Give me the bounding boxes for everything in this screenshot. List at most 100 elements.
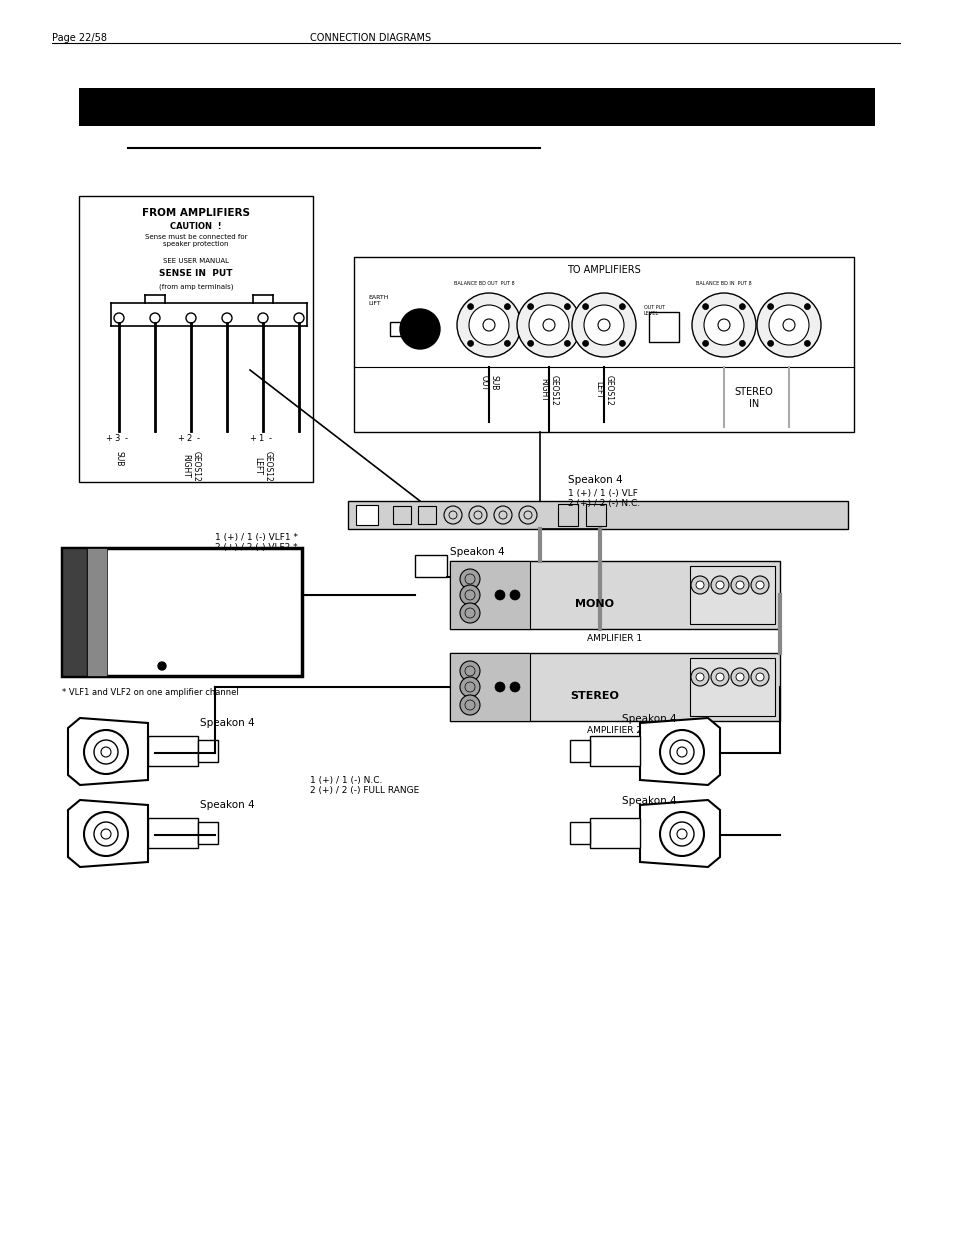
Bar bbox=[79, 88, 874, 126]
Circle shape bbox=[767, 304, 773, 310]
Circle shape bbox=[730, 668, 748, 685]
Circle shape bbox=[710, 668, 728, 685]
Circle shape bbox=[523, 511, 532, 519]
Circle shape bbox=[757, 293, 821, 357]
Text: Speakon 4: Speakon 4 bbox=[621, 797, 676, 806]
Text: STEREO: STEREO bbox=[570, 692, 618, 701]
Text: GEOS12
RIGHT: GEOS12 RIGHT bbox=[538, 375, 558, 406]
Circle shape bbox=[739, 341, 744, 346]
Bar bbox=[62, 548, 302, 676]
Circle shape bbox=[467, 341, 473, 346]
Polygon shape bbox=[68, 800, 148, 867]
Circle shape bbox=[495, 590, 504, 600]
Text: Speakon 4: Speakon 4 bbox=[567, 475, 622, 485]
Text: STEREO
IN: STEREO IN bbox=[734, 387, 773, 409]
Circle shape bbox=[459, 695, 479, 715]
Text: 3: 3 bbox=[113, 433, 119, 443]
Text: AMPLIFIER 1: AMPLIFIER 1 bbox=[587, 634, 642, 643]
Bar bbox=[62, 548, 87, 676]
Text: +: + bbox=[249, 433, 255, 443]
Circle shape bbox=[564, 304, 570, 310]
Text: 1 (+) / 1 (-) VLF
2 (+) / 2 (-) N.C.: 1 (+) / 1 (-) VLF 2 (+) / 2 (-) N.C. bbox=[567, 489, 639, 509]
Text: (from amp terminals): (from amp terminals) bbox=[158, 283, 233, 289]
Circle shape bbox=[669, 823, 693, 846]
Text: 1 (+) / 1 (-) VLF1 *
2 (+) / 2 (-) VLF2 *: 1 (+) / 1 (-) VLF1 * 2 (+) / 2 (-) VLF2 … bbox=[214, 534, 297, 552]
Polygon shape bbox=[639, 800, 720, 867]
Text: Speakon 4: Speakon 4 bbox=[200, 718, 254, 727]
Circle shape bbox=[803, 304, 809, 310]
Circle shape bbox=[464, 608, 475, 618]
Circle shape bbox=[691, 293, 755, 357]
Circle shape bbox=[504, 304, 510, 310]
Bar bbox=[417, 506, 436, 524]
Circle shape bbox=[750, 668, 768, 685]
Text: SENSE IN  PUT: SENSE IN PUT bbox=[159, 269, 233, 278]
Circle shape bbox=[755, 580, 763, 589]
Circle shape bbox=[703, 305, 743, 345]
Circle shape bbox=[459, 569, 479, 589]
Circle shape bbox=[677, 829, 686, 839]
Circle shape bbox=[750, 576, 768, 594]
Bar bbox=[198, 823, 218, 844]
Circle shape bbox=[542, 319, 555, 331]
Circle shape bbox=[517, 293, 580, 357]
Circle shape bbox=[510, 682, 519, 692]
Bar bbox=[450, 653, 530, 721]
Bar bbox=[390, 322, 403, 336]
Text: SUB: SUB bbox=[114, 451, 123, 467]
Circle shape bbox=[101, 747, 111, 757]
Circle shape bbox=[504, 341, 510, 346]
Circle shape bbox=[598, 319, 609, 331]
Circle shape bbox=[459, 585, 479, 605]
Text: Page 22/58: Page 22/58 bbox=[52, 33, 107, 43]
Text: SEE USER MANUAL: SEE USER MANUAL bbox=[163, 258, 229, 264]
Text: * VLF1 and VLF2 on one amplifier channel: * VLF1 and VLF2 on one amplifier channel bbox=[62, 688, 238, 697]
Bar bbox=[87, 548, 107, 676]
Text: +: + bbox=[105, 433, 112, 443]
Bar bbox=[450, 561, 530, 629]
Circle shape bbox=[94, 823, 118, 846]
Circle shape bbox=[510, 590, 519, 600]
Bar bbox=[198, 740, 218, 762]
Circle shape bbox=[459, 677, 479, 697]
Circle shape bbox=[730, 576, 748, 594]
Circle shape bbox=[459, 603, 479, 622]
Circle shape bbox=[735, 673, 743, 680]
Bar bbox=[450, 561, 780, 629]
Circle shape bbox=[696, 673, 703, 680]
Bar bbox=[354, 257, 853, 432]
Text: OUT PUT
LEVEL: OUT PUT LEVEL bbox=[643, 305, 664, 316]
Text: BALANCE BD IN  PUT 8: BALANCE BD IN PUT 8 bbox=[696, 282, 751, 287]
Bar bbox=[148, 736, 198, 766]
Circle shape bbox=[84, 730, 128, 774]
Text: Sense must be connected for
speaker protection: Sense must be connected for speaker prot… bbox=[145, 233, 247, 247]
Circle shape bbox=[518, 506, 537, 524]
Bar bbox=[569, 740, 589, 762]
Bar bbox=[348, 501, 847, 529]
Circle shape bbox=[84, 811, 128, 856]
Circle shape bbox=[677, 747, 686, 757]
Text: +: + bbox=[177, 433, 184, 443]
Circle shape bbox=[564, 341, 570, 346]
Circle shape bbox=[456, 293, 520, 357]
Circle shape bbox=[464, 590, 475, 600]
Bar bbox=[648, 312, 679, 342]
Circle shape bbox=[464, 666, 475, 676]
Circle shape bbox=[464, 682, 475, 692]
Circle shape bbox=[690, 668, 708, 685]
Circle shape bbox=[768, 305, 808, 345]
Circle shape bbox=[696, 580, 703, 589]
Bar bbox=[585, 504, 605, 526]
Circle shape bbox=[459, 661, 479, 680]
Circle shape bbox=[716, 580, 723, 589]
Circle shape bbox=[527, 304, 533, 310]
Circle shape bbox=[94, 740, 118, 764]
Circle shape bbox=[572, 293, 636, 357]
Circle shape bbox=[690, 576, 708, 594]
Bar bbox=[450, 653, 780, 721]
Text: CONNECTION DIAGRAMS: CONNECTION DIAGRAMS bbox=[310, 33, 431, 43]
Bar bbox=[148, 818, 198, 848]
Circle shape bbox=[659, 811, 703, 856]
Circle shape bbox=[767, 341, 773, 346]
Polygon shape bbox=[68, 718, 148, 785]
